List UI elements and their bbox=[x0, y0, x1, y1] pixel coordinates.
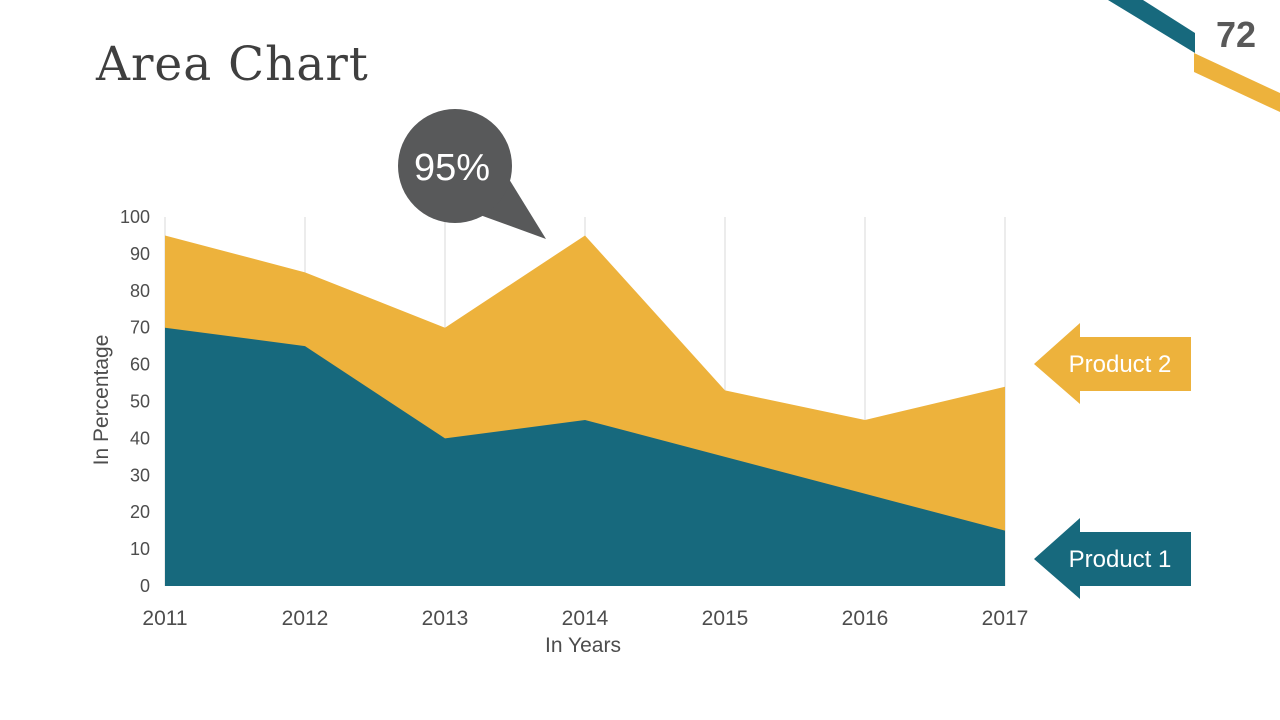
x-axis-title: In Years bbox=[545, 634, 621, 657]
y-axis-title: In Percentage bbox=[90, 334, 113, 466]
corner-ribbon-gold-band bbox=[1194, 53, 1280, 112]
y-tick-100: 100 bbox=[120, 207, 150, 227]
x-label-2014: 2014 bbox=[562, 607, 609, 630]
x-axis-category-labels: 2011 2012 2013 2014 2015 2016 2017 bbox=[142, 607, 1028, 630]
callout-label: 95% bbox=[414, 147, 490, 189]
slide-title: Area Chart bbox=[96, 37, 369, 93]
product2-arrow-shape bbox=[1034, 323, 1191, 404]
product2-arrow: Product 2 bbox=[1034, 323, 1191, 404]
corner-ribbon-teal-band bbox=[1108, 0, 1195, 53]
x-label-2017: 2017 bbox=[982, 607, 1029, 630]
y-tick-60: 60 bbox=[130, 355, 150, 375]
y-tick-90: 90 bbox=[130, 244, 150, 264]
product1-arrow-shape bbox=[1034, 518, 1191, 599]
y-tick-80: 80 bbox=[130, 281, 150, 301]
page-number: 72 bbox=[1215, 14, 1256, 55]
x-label-2016: 2016 bbox=[842, 607, 889, 630]
x-label-2011: 2011 bbox=[142, 607, 187, 630]
x-label-2013: 2013 bbox=[422, 607, 469, 630]
chart-areas bbox=[165, 235, 1005, 586]
y-tick-0: 0 bbox=[140, 576, 150, 596]
y-tick-40: 40 bbox=[130, 428, 150, 448]
y-tick-20: 20 bbox=[130, 502, 150, 522]
product1-arrow: Product 1 bbox=[1034, 518, 1191, 599]
area-product-1 bbox=[165, 327, 1005, 586]
corner-ribbon bbox=[1108, 0, 1280, 112]
y-tick-30: 30 bbox=[130, 465, 150, 485]
x-label-2015: 2015 bbox=[702, 607, 749, 630]
product2-arrow-label: Product 2 bbox=[1069, 351, 1172, 378]
callout-bubble: 95% bbox=[398, 109, 546, 239]
y-tick-10: 10 bbox=[130, 539, 150, 559]
callout-circle bbox=[398, 109, 512, 223]
y-tick-70: 70 bbox=[130, 318, 150, 338]
y-axis-tick-labels: 0 10 20 30 40 50 60 70 80 90 100 bbox=[120, 207, 150, 596]
y-tick-50: 50 bbox=[130, 392, 150, 412]
product1-arrow-label: Product 1 bbox=[1069, 546, 1172, 573]
x-label-2012: 2012 bbox=[282, 607, 329, 630]
callout-tail bbox=[480, 179, 546, 239]
